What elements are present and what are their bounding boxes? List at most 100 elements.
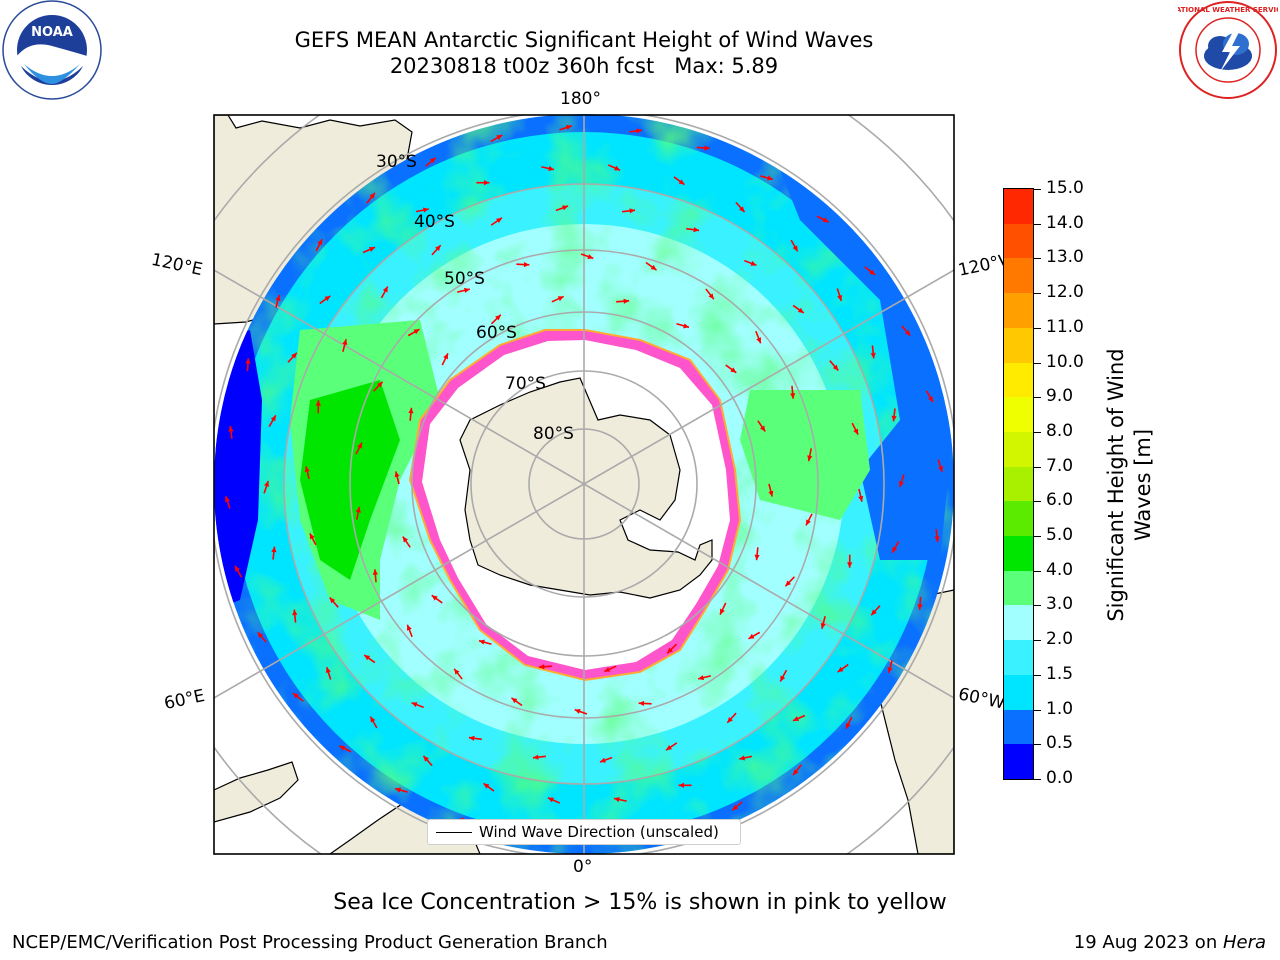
wind-wave-arrowhead [892,546,898,553]
wind-wave-arrowhead [807,455,813,462]
wind-wave-arrowhead [683,323,690,329]
wind-wave-arrowhead [547,797,554,803]
colorbar-segment [1004,188,1033,224]
wind-wave-arrowhead [678,782,685,788]
wind-wave-arrowhead [739,755,746,761]
wind-wave-arrowhead [394,471,400,478]
wind-wave-arrowhead [750,260,757,266]
wind-wave-arrowhead [423,755,429,762]
wind-wave-arrowhead [483,783,490,789]
colorbar-tick-label: 15.0 [1046,178,1084,198]
wind-wave-arrowhead [463,287,470,293]
wind-wave-arrowhead [730,367,737,373]
wind-wave-arrowhead [629,208,636,214]
wind-wave-arrowhead [270,415,276,422]
colorbar-label-line1: Significant Height of Wind [1104,348,1128,622]
wind-wave-arrowhead [431,595,438,601]
wind-wave-arrowhead [870,352,876,359]
wind-wave-arrowhead [264,480,270,487]
wind-wave-arrowhead [395,787,401,793]
wind-wave-arrowhead [604,666,611,672]
wind-wave-arrowhead [495,314,501,321]
wind-wave-arrowhead [271,546,277,553]
colorbar-segment [1004,362,1033,398]
wind-wave-arrowhead [292,693,299,699]
wind-wave-arrowhead [370,716,376,723]
wind-wave-arrowhead [623,298,630,304]
wind-wave-arrowhead [304,466,310,473]
wind-wave-arrowhead [780,675,786,682]
colorbar-segment [1004,257,1033,294]
lon-label-180: 180° [560,89,601,109]
colorbar-tick-label: 3.0 [1046,594,1074,615]
colorbar-tick [1034,466,1041,468]
wind-wave-arrowhead [382,286,388,293]
colorbar-tick [1034,362,1041,364]
antarctica-landmass [459,377,713,599]
wind-wave-arrowhead [483,180,490,186]
wind-wave-arrowhead [727,717,733,723]
wind-wave-arrowhead [413,329,420,335]
footer-date: 19 Aug 2023 on Hera [1074,932,1266,953]
colorbar-tick-label: 14.0 [1046,212,1084,233]
colorbar-tick-label: 9.0 [1046,386,1074,407]
colorbar-segment [1004,500,1033,537]
colorbar-tick-label: 8.0 [1046,420,1074,441]
nws-logo-text: NATIONAL WEATHER SERVICE [1178,6,1278,14]
wind-wave-arrowhead [759,425,766,432]
wind-wave-arrowhead [364,655,371,661]
colorbar-tick-label: 4.0 [1046,559,1074,580]
wind-wave-arrowhead [324,295,331,302]
colorbar-segment [1004,674,1033,710]
colorbar-tick-label: 0.5 [1046,733,1074,754]
lat-label-70s: 70°S [505,374,546,394]
wind-wave-arrowhead [435,245,441,251]
wind-wave-arrowhead [408,407,414,414]
wind-wave-arrowhead [934,536,940,542]
colorbar-segment [1004,396,1033,432]
lat-label-40s: 40°S [414,212,455,232]
wind-wave-arrowhead [309,533,315,540]
wind-wave-arrowhead [666,744,672,751]
colorbar-segment [1004,431,1033,467]
colorbar-label-line2: Waves [m] [1131,428,1155,542]
colorbar-segment [1004,639,1033,675]
wind-wave-arrowhead [587,254,594,259]
wind-wave-arrowhead [917,604,923,610]
wind-wave-arrowhead [339,745,346,751]
wind-wave-arrowhead [496,135,503,140]
colorbar-tick-label: 2.0 [1046,629,1074,650]
wind-wave-arrowhead [574,709,581,714]
wind-wave-arrowhead [822,217,829,223]
graticule [214,115,954,854]
wind-wave-arrowhead [422,207,429,213]
colorbar-tick [1034,709,1041,711]
colorbar-tick [1034,327,1041,329]
lat-label-30s: 30°S [376,152,417,172]
wind-wave-arrowhead [429,157,436,164]
wind-wave-arrowhead [411,702,418,708]
noaa-logo: NOAA [2,0,102,100]
colorbar-tick [1034,570,1041,572]
lat-label-50s: 50°S [444,269,485,289]
wind-wave-arrowhead [496,217,502,224]
colorbar-tick [1034,397,1041,399]
noaa-logo-text: NOAA [31,25,73,40]
madagascar-landmass [214,761,299,823]
lat-label-80s: 80°S [533,424,574,444]
wind-wave-arrowhead [732,804,739,811]
colorbar-tick-label: 13.0 [1046,247,1084,268]
green-patch-east [740,390,870,520]
wind-wave-arrowhead [443,353,448,360]
colorbar-segment [1004,743,1033,779]
wind-wave-arrowhead [257,632,264,639]
wind-wave-arrowhead [406,624,412,631]
wind-wave-arrowhead [667,647,673,654]
wind-wave-arrowhead [613,796,620,803]
wind-wave-arrowhead [793,769,799,776]
wind-wave-arrowhead [357,442,362,449]
colorbar-tick-label: 6.0 [1046,490,1074,511]
colorbar-tick [1034,293,1041,295]
colorbar-tick [1034,189,1041,190]
chart-title: GEFS MEAN Antarctic Significant Height o… [294,28,874,52]
